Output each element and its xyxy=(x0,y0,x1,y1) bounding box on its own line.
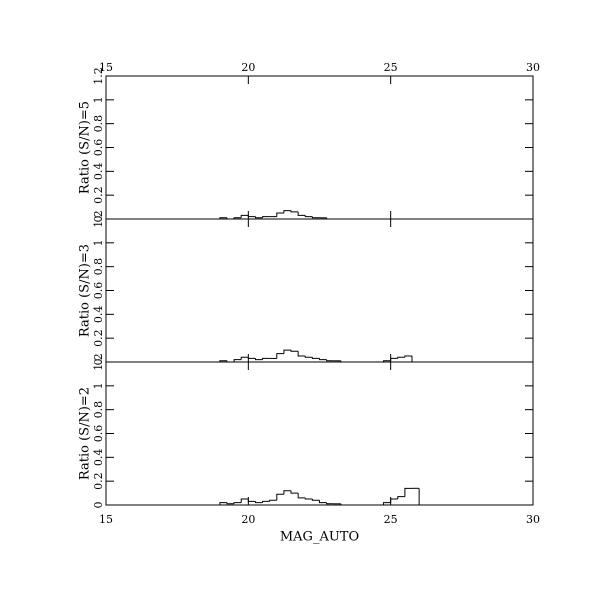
y-axis-label: Ratio (S/N)=5 xyxy=(78,101,93,194)
y-tick-label: 0 xyxy=(92,216,105,223)
histogram-step xyxy=(233,502,242,504)
histogram-step xyxy=(397,496,405,500)
x-axis-label: MAG_AUTO xyxy=(280,530,359,545)
y-tick-label: 1.2 xyxy=(92,210,105,228)
histogram-step xyxy=(233,359,242,362)
y-tick-label: 0.6 xyxy=(92,425,105,443)
histogram-step xyxy=(390,357,398,361)
x-tick-label: 15 xyxy=(99,513,113,526)
y-tick-label: 0.6 xyxy=(92,282,105,300)
histogram-step xyxy=(283,210,292,214)
y-tick-label: 0.4 xyxy=(92,449,105,467)
y-tick-label: 0.4 xyxy=(92,306,105,324)
histogram-step xyxy=(276,353,284,359)
histogram-step xyxy=(283,490,292,495)
histogram-step xyxy=(390,498,398,503)
histogram-step xyxy=(311,499,320,501)
histogram-step xyxy=(262,357,270,360)
histogram-step xyxy=(326,359,334,362)
y-tick-label: 0.2 xyxy=(92,186,105,204)
y-axis-label: Ratio (S/N)=3 xyxy=(78,244,93,337)
y-tick-label: 0.6 xyxy=(92,139,105,157)
histogram-step xyxy=(240,356,249,360)
y-tick-label: 1 xyxy=(92,96,105,103)
histogram-step xyxy=(304,215,313,218)
x-tick-label: 25 xyxy=(384,513,398,526)
histogram-step xyxy=(297,351,306,357)
y-tick-label: 0.4 xyxy=(92,163,105,181)
histogram-step xyxy=(326,502,334,505)
histogram-step xyxy=(411,356,420,363)
histogram-step xyxy=(304,356,313,358)
histogram-step xyxy=(254,501,263,504)
histogram-step xyxy=(404,487,413,497)
histogram-step xyxy=(311,216,320,219)
histogram-step xyxy=(254,358,263,361)
y-tick-label: 0.8 xyxy=(92,258,105,276)
y-tick-label: 0.8 xyxy=(92,401,105,419)
histogram-step xyxy=(262,216,270,218)
histogram-step xyxy=(254,216,263,219)
y-axis-label: Ratio (S/N)=2 xyxy=(78,387,93,480)
histogram-step xyxy=(297,493,306,499)
x-tick-label: 20 xyxy=(241,61,255,74)
panel-frame xyxy=(105,361,534,506)
histogram-step xyxy=(283,349,292,354)
x-tick-label: 30 xyxy=(526,513,540,526)
panel-frame xyxy=(105,218,534,363)
y-tick-label: 0.8 xyxy=(92,115,105,132)
histogram-step xyxy=(319,358,327,361)
y-tick-label: 1.2 xyxy=(92,353,105,371)
x-tick-label: 30 xyxy=(526,61,540,74)
histogram-step xyxy=(247,215,256,218)
histogram-step xyxy=(247,357,256,359)
y-tick-label: 1.2 xyxy=(92,67,105,85)
histogram-step xyxy=(397,356,405,359)
panel-frame xyxy=(105,75,534,220)
histogram-step xyxy=(219,502,227,505)
histogram-step xyxy=(240,498,249,503)
histogram-step xyxy=(290,210,299,213)
y-tick-label: 0.2 xyxy=(92,472,105,490)
histogram-step xyxy=(383,502,391,505)
y-tick-label: 0.2 xyxy=(92,329,105,347)
y-tick-label: 1 xyxy=(92,382,105,389)
histogram-step xyxy=(276,493,284,501)
histogram-step xyxy=(319,500,327,504)
histogram-step xyxy=(240,214,249,218)
x-tick-label: 15 xyxy=(99,61,113,74)
y-tick-label: 0 xyxy=(92,359,105,366)
histogram-step xyxy=(304,497,313,500)
x-tick-label: 20 xyxy=(241,513,255,526)
histogram-step xyxy=(226,502,235,505)
histogram-step xyxy=(297,211,306,216)
histogram-step xyxy=(311,357,320,359)
histogram-step xyxy=(404,355,413,358)
histogram-step xyxy=(418,488,427,506)
histogram-step xyxy=(247,499,256,502)
y-tick-label: 0 xyxy=(92,502,105,509)
histogram-step xyxy=(262,500,270,503)
x-tick-label: 25 xyxy=(384,61,398,74)
histogram-step xyxy=(290,350,299,352)
histogram-step xyxy=(269,499,277,502)
y-tick-label: 1 xyxy=(92,239,105,246)
histogram-step xyxy=(290,490,299,494)
histogram-step xyxy=(340,503,348,506)
histogram-step xyxy=(276,212,284,217)
